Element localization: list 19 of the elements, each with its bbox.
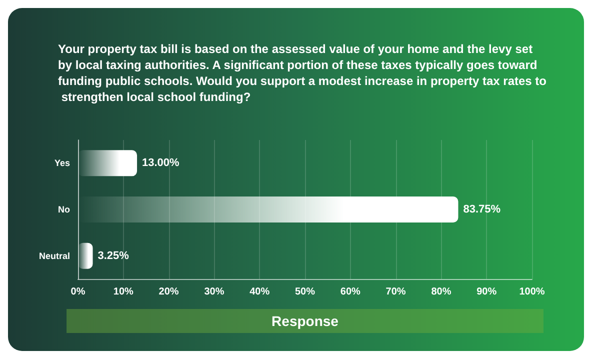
x-axis-title: Response	[272, 313, 339, 329]
x-tick-label: 0%	[70, 286, 86, 298]
x-tick-label: 70%	[386, 286, 406, 298]
x-tick-label: 100%	[519, 286, 545, 298]
x-tick-label: 60%	[340, 286, 361, 298]
y-tick-label: Neutral	[38, 250, 70, 261]
x-tick-label: 80%	[431, 286, 452, 298]
x-tick-label: 50%	[294, 286, 316, 298]
x-tick-label: 30%	[204, 286, 224, 298]
x-tick-label: 40%	[250, 286, 270, 298]
data-label: 3.25%	[98, 250, 130, 262]
data-label: 83.75%	[463, 204, 501, 216]
x-tick-label: 10%	[113, 286, 134, 298]
data-label: 13.00%	[142, 157, 180, 170]
y-tick-label: Yes	[54, 158, 70, 168]
y-tick-label: No	[58, 204, 70, 214]
x-tick-label: 20%	[158, 286, 179, 298]
chart-title: Your property tax bill is based on the assessed value of your home and the levy set by local taxing authorities. A significant portion of these taxes typically goes toward funding public schools. Would you support a modest increase in property tax rates to strengthen local school funding?	[58, 42, 547, 104]
x-tick-label: 90%	[476, 286, 497, 298]
